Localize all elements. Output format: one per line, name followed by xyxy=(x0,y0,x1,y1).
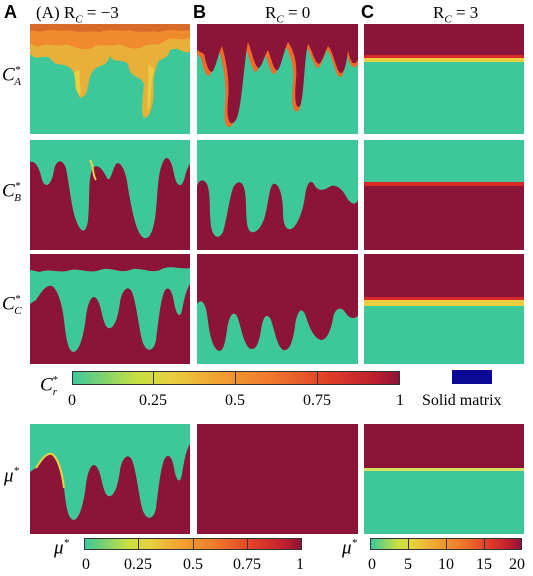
column-title-b-sub: C xyxy=(276,13,284,26)
colorbar-cr-ticklabel: 0.5 xyxy=(225,392,245,409)
colorbar-cr xyxy=(72,371,400,385)
row-label-cc: C*C xyxy=(2,293,22,317)
colorbar-cr-ticklabel: 1 xyxy=(396,392,404,409)
column-title-b-r: R xyxy=(265,3,277,22)
colorbar-cr-tick-2 xyxy=(235,371,236,385)
column-title-a-eq: = −3 xyxy=(82,3,119,22)
column-title-a-prefix: (A) xyxy=(36,3,64,22)
colorbar-mu2-label-sup: * xyxy=(351,537,358,549)
colorbar-cr-ticklabel: 0 xyxy=(68,392,76,409)
column-title-a: (A) RC = −3 xyxy=(36,3,119,25)
panel-a-cb xyxy=(30,140,190,250)
panel-b-cb xyxy=(197,140,358,250)
panel-c-mu xyxy=(364,424,524,534)
colorbar-mu2-label-base: μ xyxy=(342,537,352,559)
row-label-mu: μ* xyxy=(4,465,19,487)
row-label-ca-base: C xyxy=(2,64,15,86)
column-title-a-r: R xyxy=(63,3,76,22)
column-title-c-sub: C xyxy=(444,13,452,26)
colorbar-mu2-tick-1 xyxy=(408,538,409,550)
colorbar-mu1-tick-2 xyxy=(193,538,194,550)
panel-letter-c: C xyxy=(361,2,374,22)
row-label-mu-base: μ xyxy=(4,465,14,487)
panel-c-ca xyxy=(364,24,524,134)
column-title-c-r: R xyxy=(433,3,445,22)
panel-b-cc xyxy=(197,254,358,364)
colorbar-cr-tick-1 xyxy=(153,371,154,385)
colorbar-cr-ticklabel: 0.25 xyxy=(139,392,167,409)
column-title-b: RC = 0 xyxy=(265,3,310,25)
solid-matrix-swatch xyxy=(452,370,492,384)
colorbar-mu1-ticklabel: 0.75 xyxy=(233,556,261,573)
row-label-cb-sub: B xyxy=(14,192,21,205)
column-title-c-eq: = 3 xyxy=(451,3,479,22)
row-label-cb: C*B xyxy=(2,180,21,204)
row-label-cc-sup: * xyxy=(14,293,21,305)
colorbar-mu1-ticklabel: 1 xyxy=(296,556,304,573)
colorbar-cr-ticklabel: 0.75 xyxy=(303,392,331,409)
colorbar-mu1-tick-1 xyxy=(138,538,139,550)
colorbar-mu1-label-sup: * xyxy=(63,537,70,549)
colorbar-cr-label-sub: r xyxy=(52,386,57,399)
colorbar-cr-label-sup: * xyxy=(51,374,58,386)
row-label-cb-base: C xyxy=(2,180,15,202)
row-label-ca: C*A xyxy=(2,64,21,88)
colorbar-mu2-tick-2 xyxy=(446,538,447,550)
row-label-ca-sup: * xyxy=(14,64,21,76)
panel-letter-b: B xyxy=(193,2,206,22)
column-title-b-eq: = 0 xyxy=(283,3,311,22)
colorbar-mu2-ticklabel: 10 xyxy=(438,556,454,573)
column-title-a-sub: C xyxy=(75,13,83,26)
row-label-cb-sup: * xyxy=(14,180,21,192)
colorbar-mu1-ticklabel: 0.25 xyxy=(124,556,152,573)
row-label-cc-sub: C xyxy=(14,305,22,318)
row-label-cc-base: C xyxy=(2,293,15,315)
colorbar-mu2-tick-3 xyxy=(484,538,485,550)
colorbar-mu2-label: μ* xyxy=(342,537,357,559)
column-title-c: RC = 3 xyxy=(433,3,478,25)
colorbar-mu1-label: μ* xyxy=(54,537,69,559)
colorbar-mu1-tick-3 xyxy=(247,538,248,550)
panel-a-ca xyxy=(30,24,190,134)
panel-a-mu xyxy=(30,424,190,534)
colorbar-cr-tick-3 xyxy=(317,371,318,385)
panel-c-cb xyxy=(364,140,524,250)
row-label-ca-sub: A xyxy=(14,76,21,89)
colorbar-mu1-ticklabel: 0 xyxy=(82,556,90,573)
colorbar-mu1-label-base: μ xyxy=(54,537,64,559)
colorbar-mu2-ticklabel: 0 xyxy=(368,556,376,573)
colorbar-mu2-ticklabel: 20 xyxy=(509,556,525,573)
panel-b-ca xyxy=(197,24,358,134)
panel-letter-a: A xyxy=(4,2,17,22)
panel-b-mu xyxy=(197,424,358,534)
colorbar-mu2-ticklabel: 5 xyxy=(404,556,412,573)
solid-matrix-label: Solid matrix xyxy=(422,392,502,409)
colorbar-cr-label: Cr* xyxy=(40,374,57,398)
colorbar-cr-label-base: C xyxy=(40,374,53,396)
row-label-mu-sup: * xyxy=(13,465,20,477)
colorbar-mu2-ticklabel: 15 xyxy=(476,556,492,573)
panel-a-cc xyxy=(30,254,190,364)
colorbar-mu1-ticklabel: 0.5 xyxy=(183,556,203,573)
panel-c-cc xyxy=(364,254,524,364)
